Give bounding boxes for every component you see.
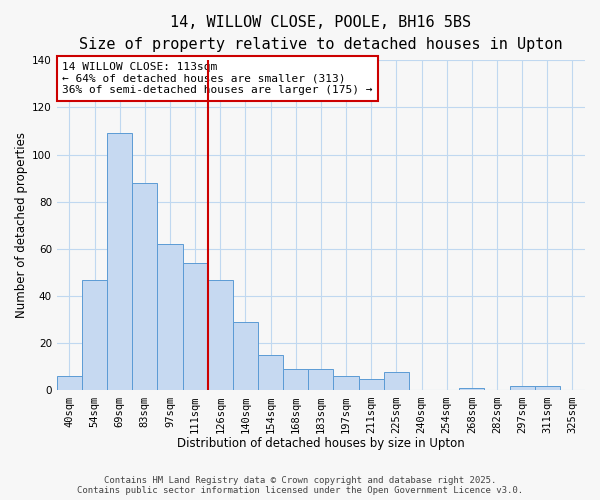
- Text: 14 WILLOW CLOSE: 113sqm
← 64% of detached houses are smaller (313)
36% of semi-d: 14 WILLOW CLOSE: 113sqm ← 64% of detache…: [62, 62, 373, 95]
- Bar: [57, 376, 82, 390]
- Bar: [283, 369, 308, 390]
- Bar: [459, 388, 484, 390]
- Bar: [334, 376, 359, 390]
- Bar: [258, 355, 283, 390]
- Bar: [182, 263, 208, 390]
- Bar: [308, 369, 334, 390]
- Bar: [233, 322, 258, 390]
- Y-axis label: Number of detached properties: Number of detached properties: [15, 132, 28, 318]
- Bar: [157, 244, 182, 390]
- Bar: [208, 280, 233, 390]
- Text: Contains HM Land Registry data © Crown copyright and database right 2025.
Contai: Contains HM Land Registry data © Crown c…: [77, 476, 523, 495]
- Title: 14, WILLOW CLOSE, POOLE, BH16 5BS
Size of property relative to detached houses i: 14, WILLOW CLOSE, POOLE, BH16 5BS Size o…: [79, 15, 563, 52]
- Bar: [535, 386, 560, 390]
- Bar: [359, 378, 384, 390]
- X-axis label: Distribution of detached houses by size in Upton: Distribution of detached houses by size …: [177, 437, 465, 450]
- Bar: [384, 372, 409, 390]
- Bar: [82, 280, 107, 390]
- Bar: [132, 183, 157, 390]
- Bar: [509, 386, 535, 390]
- Bar: [107, 134, 132, 390]
